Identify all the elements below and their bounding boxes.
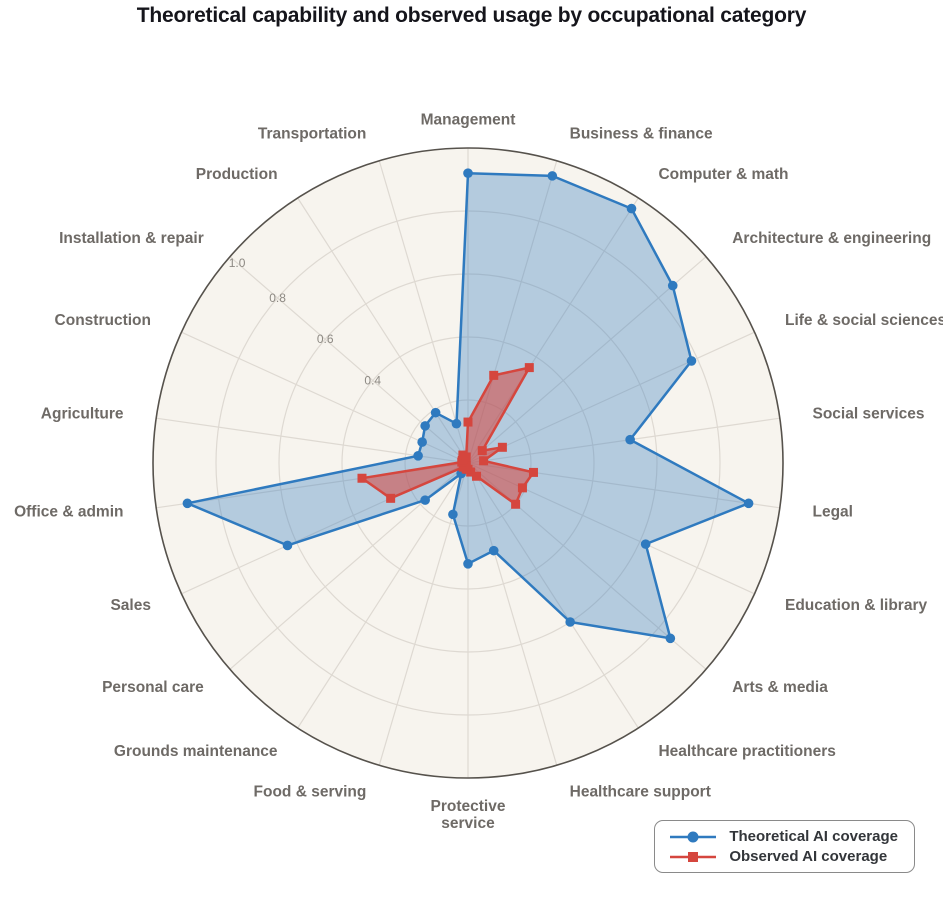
legend-label-observed: Observed AI coverage — [729, 848, 888, 865]
marker-theoretical-4 — [686, 356, 697, 366]
marker-observed-8 — [511, 499, 521, 509]
marker-theoretical-0 — [463, 168, 473, 178]
category-label-management: Management — [421, 112, 516, 129]
category-label-production: Production — [196, 166, 278, 183]
grid-spoke — [467, 331, 755, 464]
marker-theoretical-17 — [413, 451, 423, 461]
marker-theoretical-8 — [665, 633, 676, 644]
legend-item-observed[interactable]: Observed AI coverage — [667, 848, 898, 865]
category-label-arts-media: Arts & media — [732, 679, 828, 696]
category-label-education-library: Education & library — [785, 597, 927, 614]
marker-theoretical-10 — [488, 545, 499, 556]
radial-tick-label: 0.4 — [364, 373, 381, 387]
marker-observed-9 — [472, 471, 482, 481]
chart-title: Theoretical capability and observed usag… — [136, 4, 807, 27]
category-label-grounds-maintenance: Grounds maintenance — [114, 743, 278, 760]
marker-theoretical-15 — [282, 540, 293, 551]
marker-observed-2 — [524, 363, 534, 373]
grid-spoke — [467, 462, 558, 766]
grid-spoke — [467, 462, 639, 729]
marker-theoretical-6 — [743, 498, 754, 509]
marker-observed-16 — [357, 473, 367, 483]
category-label-construction: Construction — [55, 312, 151, 329]
grid-spoke — [378, 160, 469, 464]
category-label-transportation: Transportation — [258, 125, 367, 142]
category-label-social-services: Social services — [813, 406, 925, 423]
marker-theoretical-16 — [182, 498, 193, 509]
category-label-food-serving: Food & serving — [254, 784, 367, 801]
grid-spoke — [467, 417, 780, 464]
marker-theoretical-1 — [547, 171, 558, 181]
marker-theoretical-7 — [640, 539, 651, 549]
marker-theoretical-11 — [463, 559, 473, 569]
category-label-legal: Legal — [813, 503, 853, 520]
legend-item-theoretical[interactable]: Theoretical AI coverage — [667, 828, 898, 845]
legend-label-theoretical: Theoretical AI coverage — [729, 828, 898, 845]
category-label-sales: Sales — [110, 597, 151, 614]
category-label-healthcare-practitioners: Healthcare practitioners — [658, 743, 835, 760]
chart-legend: Theoretical AI coverage Observed AI cove… — [654, 820, 915, 873]
marker-theoretical-9 — [565, 617, 575, 627]
marker-observed-3 — [477, 446, 487, 456]
marker-observed-5 — [479, 456, 489, 466]
marker-theoretical-19 — [420, 421, 430, 431]
marker-observed-14 — [458, 462, 468, 472]
category-label-life-social-sciences: Life & social sciences — [785, 312, 943, 329]
legend-line-square-icon — [670, 851, 717, 862]
category-label-office-admin: Office & admin — [14, 503, 123, 520]
marker-theoretical-21 — [451, 418, 462, 429]
category-label-business-finance: Business & finance — [570, 125, 713, 142]
category-label-healthcare-support: Healthcare support — [570, 784, 711, 801]
legend-line-circle-icon — [670, 831, 717, 842]
category-label-installation-repair: Installation & repair — [59, 230, 204, 247]
marker-theoretical-20 — [430, 407, 441, 418]
grid-spoke — [467, 256, 707, 464]
outer-ring — [152, 147, 784, 779]
category-label-computer-math: Computer & math — [658, 166, 788, 183]
marker-observed-0 — [463, 417, 473, 427]
marker-theoretical-14 — [420, 495, 430, 505]
marker-theoretical-18 — [417, 437, 427, 447]
category-label-architecture-engineering: Architecture & engineering — [732, 230, 931, 247]
marker-observed-4 — [497, 442, 507, 452]
radial-tick-label: 0.6 — [317, 332, 334, 346]
marker-observed-1 — [489, 370, 499, 380]
marker-theoretical-3 — [667, 280, 678, 291]
category-label-personal-care: Personal care — [102, 679, 204, 696]
grid-spoke — [297, 462, 469, 729]
marker-theoretical-2 — [626, 203, 637, 214]
radial-tick-label: 0.8 — [269, 291, 286, 305]
marker-observed-7 — [517, 483, 527, 493]
marker-observed-15 — [386, 493, 396, 503]
marker-theoretical-12 — [448, 509, 458, 520]
marker-observed-6 — [528, 467, 538, 477]
grid-spoke — [297, 197, 469, 464]
marker-theoretical-5 — [625, 434, 635, 445]
marker-observed-21 — [461, 452, 471, 462]
category-label-agriculture: Agriculture — [41, 406, 124, 423]
category-label-protective-service: Protective service — [431, 798, 506, 832]
radial-tick-label: 1.0 — [229, 256, 246, 270]
